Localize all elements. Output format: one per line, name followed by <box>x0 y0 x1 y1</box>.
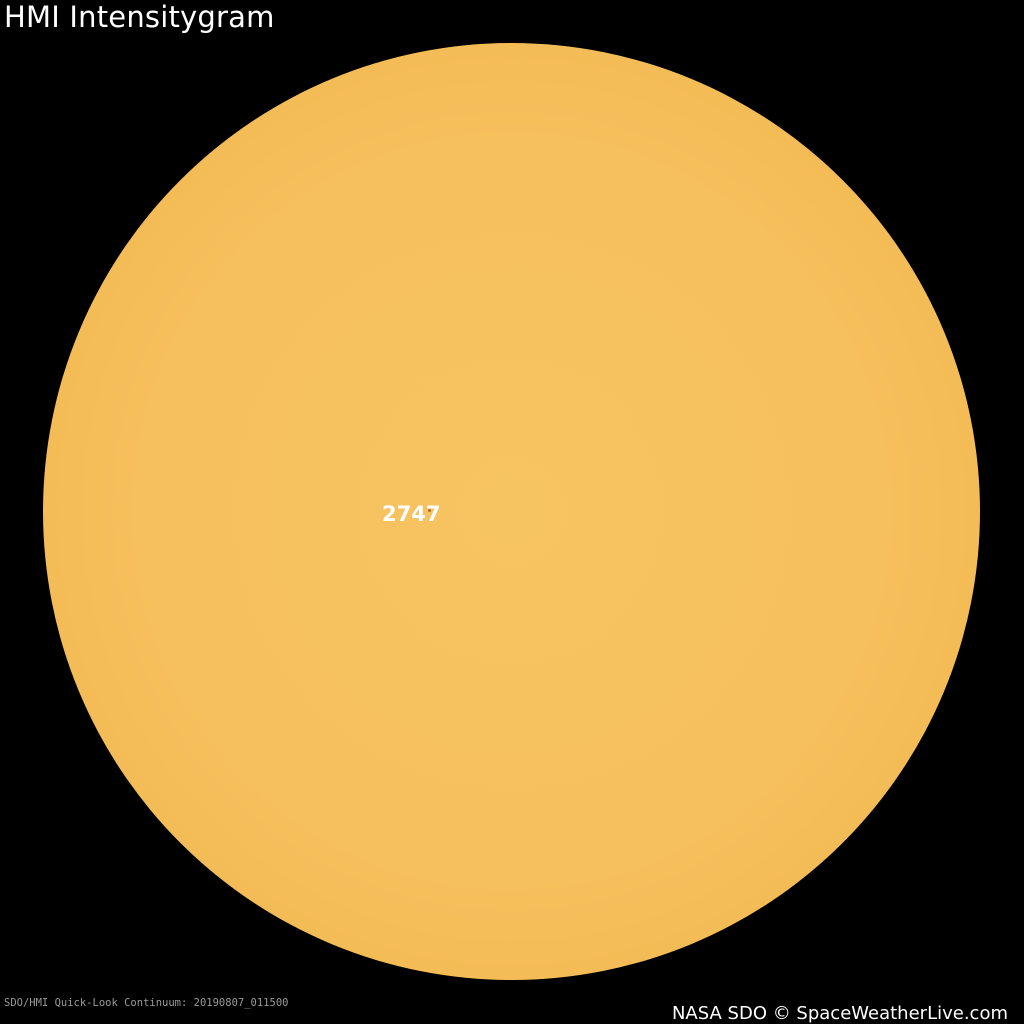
sunspot <box>428 509 431 512</box>
credit-text: NASA SDO © SpaceWeatherLive.com <box>671 1003 1008 1024</box>
observation-caption: SDO/HMI Quick-Look Continuum: 20190807_0… <box>4 997 289 1009</box>
image-title: HMI Intensitygram <box>4 0 275 34</box>
solar-disk <box>43 43 980 980</box>
active-region-label: 2747 <box>382 502 441 526</box>
